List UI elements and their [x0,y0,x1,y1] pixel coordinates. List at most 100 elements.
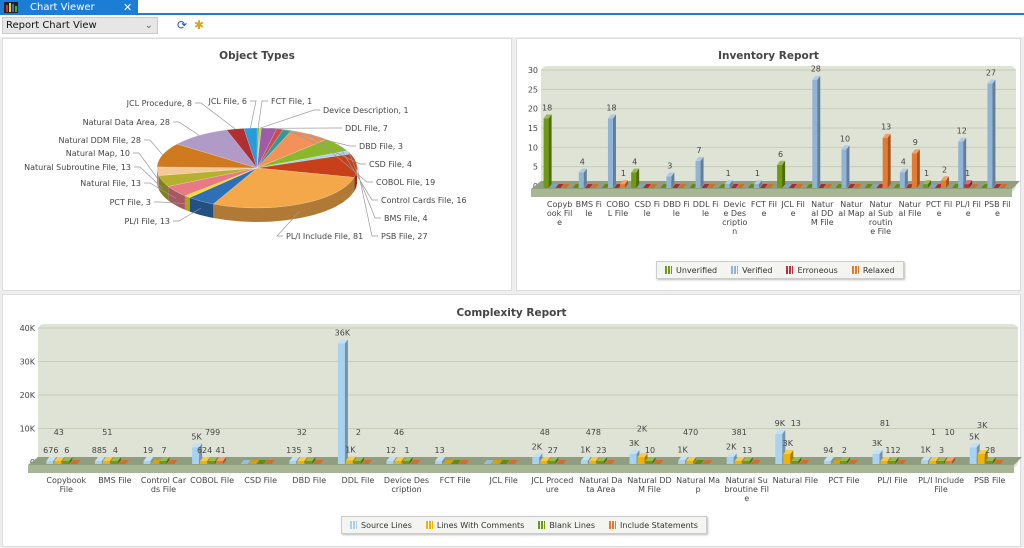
legend-item[interactable]: Include Statements [609,521,698,530]
bar[interactable] [402,457,413,464]
pie-slice[interactable] [156,166,258,176]
bar-top [958,137,967,142]
legend-swatch-icon [425,521,433,529]
pie-slice[interactable] [212,167,355,209]
legend-item[interactable]: Relaxed [851,266,895,275]
legend-item[interactable]: Source Lines [350,521,412,530]
bar[interactable] [337,339,348,464]
pie-slice[interactable] [256,153,358,178]
pie-slice[interactable] [256,127,262,169]
bar[interactable] [645,457,656,464]
bar[interactable] [888,457,899,464]
bar[interactable] [631,168,640,188]
bar-side [352,456,356,464]
pin-icon[interactable]: ✱ [194,18,205,32]
bar[interactable] [812,75,821,188]
bar[interactable] [742,457,753,464]
bar-front [402,461,410,464]
bar[interactable] [753,180,762,188]
refresh-icon[interactable]: ⟳ [177,18,188,32]
pie-slice[interactable] [256,127,260,169]
pie-slice[interactable] [189,167,258,205]
bar[interactable] [578,168,587,188]
legend-item[interactable]: Verified [731,266,772,275]
bar-front [753,184,759,188]
bar[interactable] [607,114,616,188]
bar[interactable] [192,443,203,464]
bar[interactable] [783,449,794,464]
bar-data-label: 32 [297,428,307,437]
bar[interactable] [958,137,967,188]
bar-side [733,453,737,464]
bar[interactable] [841,145,850,188]
bar[interactable] [678,456,689,464]
bar[interactable] [695,156,704,188]
pie-slice[interactable] [167,167,258,197]
bar[interactable] [110,457,121,464]
pie-leader-line [257,100,268,129]
bar[interactable] [543,114,552,188]
bar-zero [993,460,1004,464]
legend-item[interactable]: Lines With Comments [425,521,524,530]
bar[interactable] [726,453,737,464]
x-tick-label: Natural Subroutine File [724,476,769,503]
bar[interactable] [159,457,170,464]
bar[interactable] [921,456,932,464]
bar[interactable] [532,453,543,464]
bar[interactable] [216,457,227,464]
bar-data-label: 13 [881,123,891,132]
bar-zero [584,184,593,188]
bar-side [928,456,932,464]
bar[interactable] [62,457,73,464]
bar[interactable] [985,457,996,464]
bar[interactable] [977,449,988,464]
bar[interactable] [823,457,834,464]
bar[interactable] [724,180,733,188]
bar-front [977,453,985,464]
pie-slice[interactable] [156,143,258,169]
bar[interactable] [353,457,364,464]
bar[interactable] [923,180,932,188]
legend-item[interactable]: Erroneous [786,266,838,275]
pie-slice[interactable] [158,167,258,187]
bar-zero [248,460,259,464]
view-select[interactable]: Report Chart View ⌄ [2,17,158,34]
bar-side [555,457,559,464]
bar-front [880,461,888,464]
bar[interactable] [619,180,628,188]
legend-item[interactable]: Unverified [665,266,717,275]
bar[interactable] [899,168,908,188]
bar[interactable] [791,457,802,464]
bar[interactable] [143,457,154,464]
tab-chart-viewer[interactable]: Chart Viewer ✕ [0,0,138,15]
bar[interactable] [964,180,973,188]
close-icon[interactable]: ✕ [123,1,133,14]
bar[interactable] [345,456,356,464]
bar-zero [870,184,879,188]
pie-slice[interactable] [184,167,258,198]
bar[interactable] [987,79,996,188]
bar[interactable] [435,457,446,464]
legend-item[interactable]: Blank Lines [538,521,595,530]
bar[interactable] [777,160,786,188]
y-tick-label: 15 [528,124,538,133]
bar[interactable] [305,457,316,464]
bar[interactable] [666,172,675,188]
bar-front [596,461,604,464]
bar[interactable] [882,133,891,188]
bar[interactable] [839,457,850,464]
bar-top [102,457,113,461]
bar[interactable] [945,457,956,464]
bar[interactable] [911,149,920,188]
bar-zero [555,184,564,188]
bar[interactable] [637,453,648,464]
bar[interactable] [941,176,950,188]
bar[interactable] [596,457,607,464]
bar[interactable] [548,457,559,464]
bar-front [937,461,945,464]
chevron-down-icon: ⌄ [144,20,153,31]
bar-side [887,133,891,188]
bar[interactable] [686,457,697,464]
bar[interactable] [580,456,591,464]
tab-bar: Chart Viewer ✕ [0,0,1024,15]
